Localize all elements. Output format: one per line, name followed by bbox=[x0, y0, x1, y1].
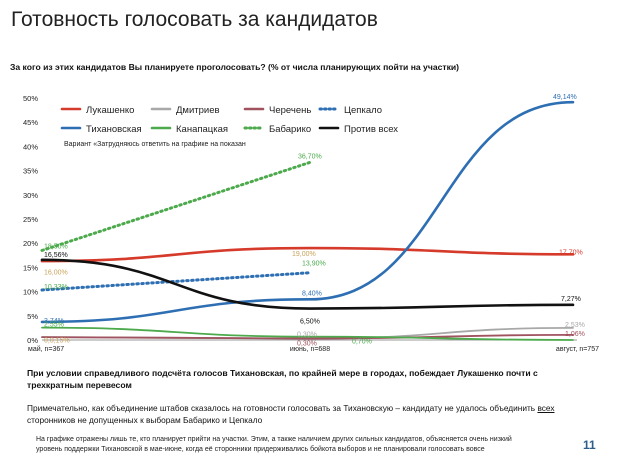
data-label: 1,06% bbox=[565, 331, 585, 338]
y-tick-label: 0% bbox=[27, 336, 38, 345]
y-tick-label: 25% bbox=[23, 215, 38, 224]
x-tick-label: май, n=367 bbox=[28, 345, 64, 353]
note-text-part-1: Примечательно, как объединение штабов ск… bbox=[27, 403, 538, 413]
legend-label: Тихановская bbox=[86, 124, 142, 135]
data-label: 10,33% bbox=[44, 284, 68, 291]
x-tick-label: август, n=757 bbox=[556, 346, 599, 353]
note-text-part-2: сторонников не допущенных к выборам Баба… bbox=[27, 414, 263, 425]
data-label: 7,27% bbox=[561, 296, 581, 303]
series-line-бабарико bbox=[40, 160, 312, 252]
y-tick-label: 15% bbox=[23, 263, 38, 272]
legend-label: Цепкало bbox=[344, 105, 382, 116]
data-label: 16,56% bbox=[44, 252, 68, 259]
series-line-лукашенко bbox=[40, 246, 575, 263]
legend-label: Бабарико bbox=[269, 124, 311, 135]
series-line-против-всех bbox=[40, 258, 575, 310]
data-label: 17,70% bbox=[559, 249, 583, 256]
y-tick-label: 50% bbox=[23, 94, 38, 103]
y-tick-label: 5% bbox=[27, 312, 38, 321]
legend-label: Лукашенко bbox=[86, 105, 134, 116]
data-label-extra: 19,00% bbox=[292, 251, 316, 258]
data-label: 13,90% bbox=[302, 261, 326, 268]
y-tick-label: 40% bbox=[23, 142, 38, 151]
data-label: 0,30% bbox=[297, 332, 317, 339]
data-label-extra: 16,00% bbox=[44, 270, 68, 277]
page-number: 11 bbox=[583, 438, 596, 452]
data-label: 18,50% bbox=[44, 243, 68, 250]
y-tick-label: 20% bbox=[23, 239, 38, 248]
note-text: Примечательно, как объединение штабов ск… bbox=[27, 403, 587, 426]
y-tick-label: 45% bbox=[23, 118, 38, 127]
series-line-черечень bbox=[41, 333, 574, 340]
headline-text: При условии справедливого подсчёта голос… bbox=[27, 368, 538, 390]
legend-label: Черечень bbox=[269, 105, 311, 116]
data-label: 0,30% bbox=[297, 341, 317, 348]
footnote-text: На графике отражены лишь те, кто планиру… bbox=[36, 436, 512, 453]
data-label: 6,50% bbox=[300, 319, 320, 326]
data-label: 2,53% bbox=[565, 322, 585, 329]
data-label-extra: 0,0,15% bbox=[44, 337, 70, 344]
series-line-цепкало bbox=[40, 271, 312, 292]
note-underlined-word: всех bbox=[537, 403, 555, 413]
y-tick-label: 35% bbox=[23, 167, 38, 176]
legend-label: Канапацкая bbox=[176, 124, 228, 135]
legend-label: Против всех bbox=[344, 124, 398, 135]
series-line-канапацкая bbox=[41, 326, 574, 341]
chart-question: За кого из этих кандидатов Вы планируете… bbox=[10, 62, 460, 72]
y-tick-label: 10% bbox=[23, 288, 38, 297]
data-label: 49,14% bbox=[553, 94, 577, 101]
data-label: 0,70% bbox=[352, 339, 372, 346]
y-tick-label: 30% bbox=[23, 191, 38, 200]
x-tick-label: июнь, n=688 bbox=[290, 346, 330, 353]
legend-label: Дмитриев bbox=[176, 105, 220, 116]
chart-annotation: Вариант «Затрудняюсь ответить на графике… bbox=[64, 141, 246, 148]
data-label: 3,74% bbox=[44, 318, 64, 325]
data-label: 36,70% bbox=[298, 153, 322, 160]
slide-title: Готовность голосовать за кандидатов bbox=[11, 8, 378, 31]
data-label: 2,55% bbox=[44, 322, 64, 329]
series-line-тихановская bbox=[40, 100, 575, 324]
data-label: 8,40% bbox=[302, 290, 322, 297]
